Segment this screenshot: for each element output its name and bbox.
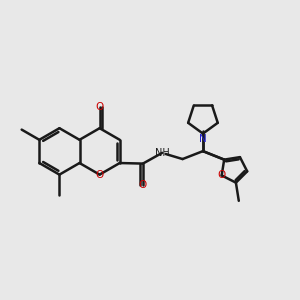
Text: O: O [218,170,226,180]
Text: N: N [199,134,207,144]
Text: O: O [95,169,104,180]
Text: O: O [95,102,104,112]
Text: NH: NH [155,148,170,158]
Text: O: O [139,180,147,190]
